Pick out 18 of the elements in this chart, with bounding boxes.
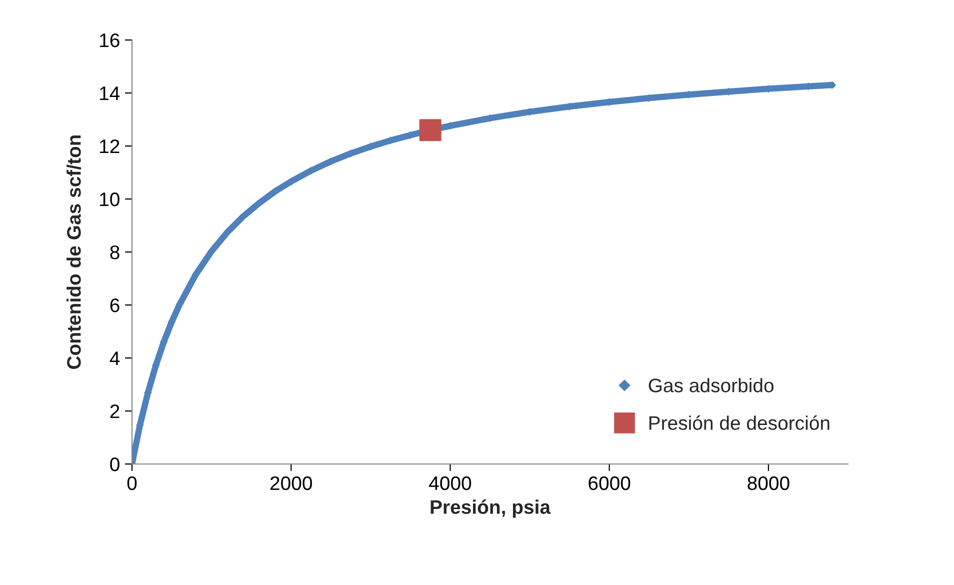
y-tick-label: 16: [100, 33, 120, 48]
y-tick-label: 4: [110, 352, 120, 366]
legend-label: Gas adsorbido: [648, 378, 774, 392]
y-tick-label: 0: [110, 457, 120, 472]
x-axis-title: Presión, psia: [430, 499, 551, 518]
legend-label: Presión de desorción: [649, 415, 830, 430]
x-tick-label: 0: [127, 476, 137, 490]
x-tick-label: 6000: [588, 476, 630, 490]
y-tick-label: 14: [100, 86, 120, 100]
y-tick-label: 6: [110, 298, 120, 312]
x-tick-label: 8000: [748, 476, 790, 490]
y-axis-title: Contenido de Gas scf/ton: [66, 135, 82, 369]
y-tick-label: 8: [110, 245, 120, 260]
x-tick-label: 4000: [429, 476, 472, 490]
y-tick-label: 12: [100, 139, 120, 154]
y-tick-label: 10: [100, 192, 120, 206]
x-tick-label: 2000: [270, 476, 312, 490]
y-tick-label: 2: [110, 404, 120, 418]
